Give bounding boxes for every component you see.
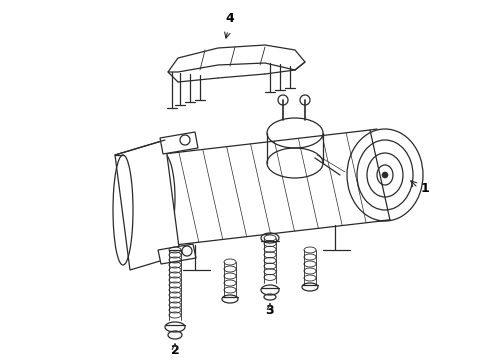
Text: 2: 2 xyxy=(170,343,179,356)
Polygon shape xyxy=(155,130,389,245)
Text: 4: 4 xyxy=(225,12,234,24)
Text: 1: 1 xyxy=(420,181,428,194)
Circle shape xyxy=(381,172,387,178)
Text: 3: 3 xyxy=(265,303,274,316)
Polygon shape xyxy=(158,244,196,264)
Polygon shape xyxy=(115,140,180,270)
Polygon shape xyxy=(168,45,305,72)
Polygon shape xyxy=(160,132,198,154)
